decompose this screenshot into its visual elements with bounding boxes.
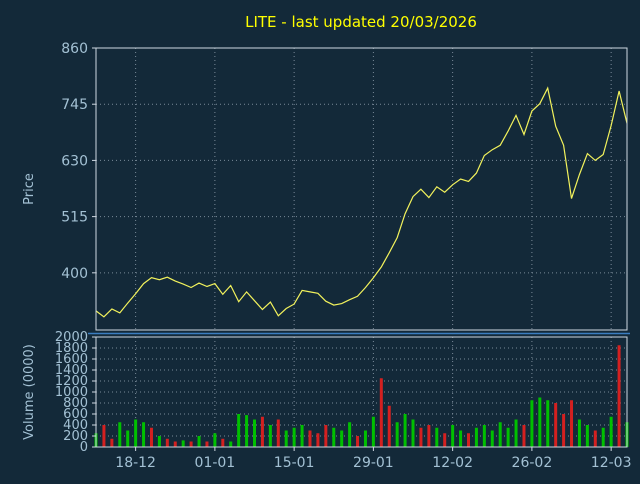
x-tick-label: 29-01 (353, 455, 394, 471)
volume-axis-label: Volume (0000) (22, 344, 37, 440)
price-tick-label: 400 (61, 266, 88, 282)
price-tick-label: 860 (61, 41, 88, 57)
price-axis-label: Price (22, 173, 37, 205)
volume-tick-label: 800 (63, 396, 88, 411)
volume-tick-label: 1000 (55, 385, 88, 400)
price-tick-label: 745 (61, 97, 88, 113)
volume-tick-label: 2000 (55, 330, 88, 345)
chart-title: LITE - last updated 20/03/2026 (245, 13, 477, 31)
volume-tick-label: 600 (63, 407, 88, 422)
volume-tick-label: 1400 (55, 363, 88, 378)
price-panel-frame (95, 47, 628, 331)
volume-bars (94, 345, 629, 447)
x-tick-label: 12-02 (432, 455, 473, 471)
x-tick-label: 18-12 (115, 455, 156, 471)
x-tick-label: 15-01 (274, 455, 315, 471)
price-tick-label: 630 (61, 153, 88, 169)
price-series-line (95, 86, 628, 318)
panel-frames (88, 47, 630, 451)
grid-lines (96, 47, 627, 448)
x-tick-label: 01-01 (195, 455, 236, 471)
x-tick-label: 26-02 (512, 455, 553, 471)
volume-panel-frame (95, 336, 628, 448)
price-tick-label: 515 (61, 210, 88, 226)
volume-tick-label: 1200 (55, 374, 88, 389)
x-tick-label: 12-03 (591, 455, 632, 471)
volume-tick-label: 200 (63, 429, 88, 444)
volume-tick-label: 1600 (55, 352, 88, 367)
price-line (95, 86, 628, 318)
axis-tick-labels: 18-12 01-01 15-01 29-01 12-02 26-02 12-03 400 51… (55, 41, 632, 471)
volume-tick-label: 0 (80, 440, 88, 455)
volume-tick-label: 1800 (55, 341, 88, 356)
volume-tick-label: 400 (63, 418, 88, 433)
